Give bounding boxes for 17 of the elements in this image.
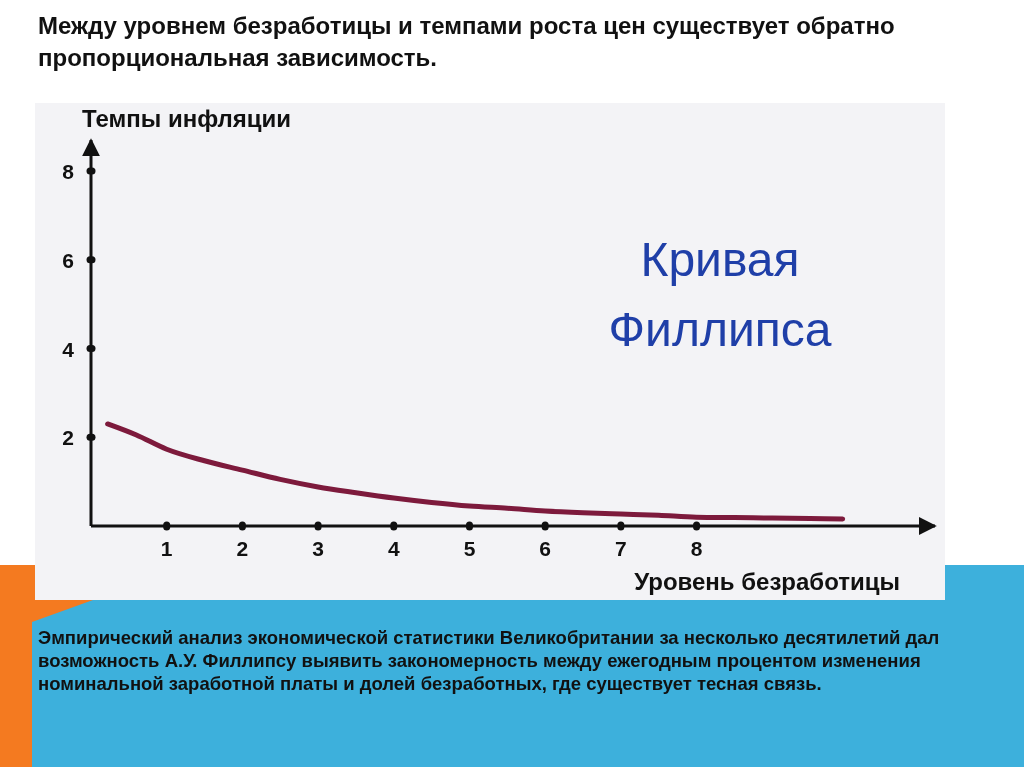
text: Эмпирический анализ экономической статистики Великобритании за несколько десятилетий дал возможность А.У. Филлипсу выявить закономерность между ежегодным процентом изменения номинальной заработной платы и долей безработных, где существует тесная связь.	[38, 626, 941, 695]
x-tick-label: 6	[539, 537, 552, 560]
x-tick-label: 7	[615, 537, 627, 560]
x-tick-label: 4	[387, 537, 400, 560]
y-tick-label: 8	[62, 160, 75, 184]
y-axis-title: Темпы инфляции	[82, 105, 292, 132]
y-tick-label: 4	[62, 337, 75, 361]
x-tick-label: 5	[463, 537, 476, 560]
x-tick-label: 3	[312, 537, 324, 560]
x-tick-label: 8	[690, 537, 703, 560]
x-tick-label: 1	[160, 537, 173, 560]
x-tick-label: 2	[236, 537, 249, 560]
y-tick-label: 6	[62, 248, 74, 272]
y-tick-label: 2	[62, 426, 74, 450]
x-axis-title: Уровень безработицы	[634, 568, 900, 595]
chart-title: Между уровнем безработицы и темпами роста цен существует обратно пропорциональная зависимость.	[38, 11, 896, 73]
annotation: Кривая Филлипса	[607, 232, 833, 358]
